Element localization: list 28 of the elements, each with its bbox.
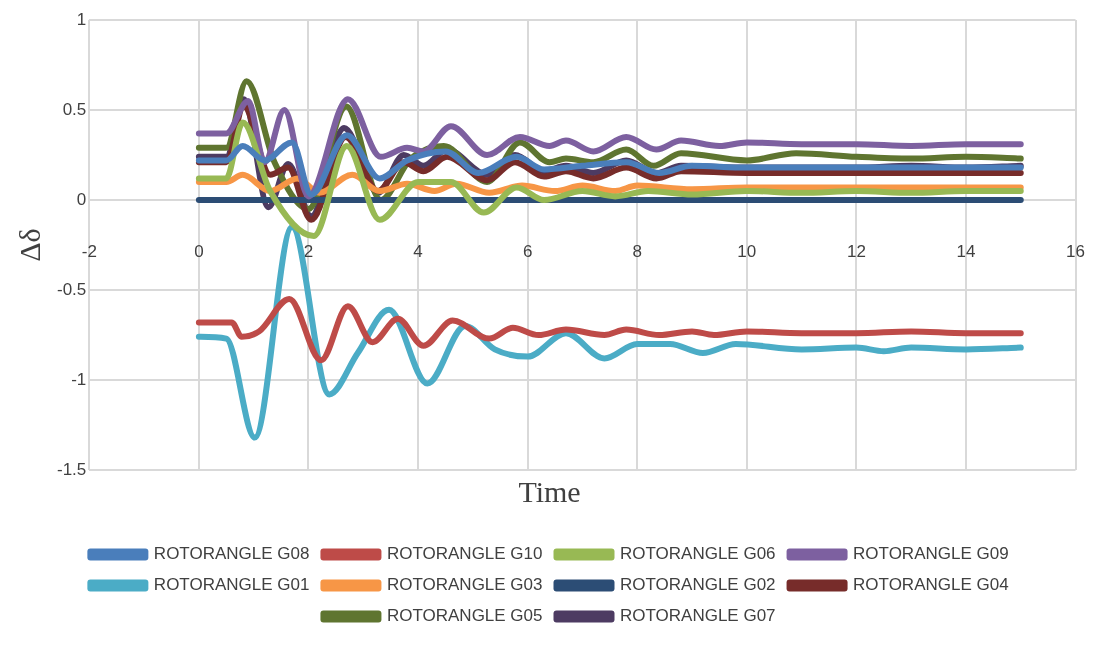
x-tick-label: 6 [522,241,533,261]
x-tick-label: 10 [737,241,757,261]
x-tick-label: 0 [194,241,204,261]
y-axis-title: Δδ [12,228,46,262]
x-tick-label: 14 [956,241,976,261]
y-tick-label: -1.5 [57,459,87,479]
y-tick-label: 0 [76,189,87,209]
x-axis-title: Time [518,474,581,508]
legend-label: ROTORANGLE G04 [853,575,1009,595]
legend-label: ROTORANGLE G08 [153,544,310,564]
y-tick-label: -1 [71,369,87,389]
legend-label: ROTORANGLE G01 [153,575,310,595]
legend-label: ROTORANGLE G05 [386,606,543,626]
y-tick-label: 0.5 [62,99,87,119]
legend-label: ROTORANGLE G07 [620,606,776,626]
x-tick-label: 4 [413,241,423,261]
y-tick-label: -0.5 [57,279,87,299]
legend-label: ROTORANGLE G06 [620,544,776,564]
x-tick-label: 12 [846,241,866,261]
x-tick-label: -2 [81,241,97,261]
y-tick-label: 1 [76,9,87,29]
legend-label: ROTORANGLE G09 [853,544,1009,564]
legend-label: ROTORANGLE G03 [386,575,543,595]
x-tick-label: 8 [632,241,642,261]
x-tick-label: 2 [303,241,314,261]
legend-label: ROTORANGLE G02 [620,575,776,595]
legend-label: ROTORANGLE G10 [386,544,543,564]
x-tick-label: 16 [1066,241,1086,261]
